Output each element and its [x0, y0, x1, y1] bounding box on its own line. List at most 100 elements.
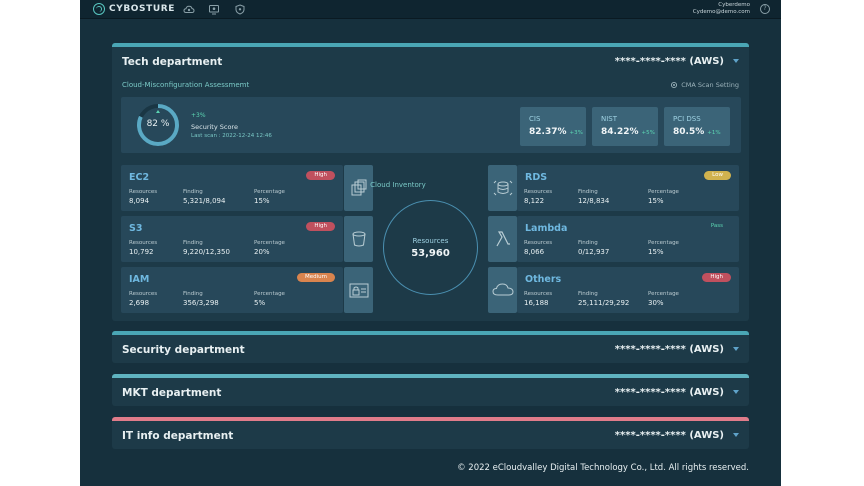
service-card-s3[interactable]: S3 High Resources Finding Percentage 10,… — [121, 216, 343, 262]
last-scan-time: Last scan : 2022-12-24 12:46 — [191, 133, 272, 139]
finding-value: 356/3,298 — [183, 299, 219, 307]
finding-label: Finding — [183, 291, 203, 297]
department-title: IT info department — [122, 430, 234, 442]
department-card-it-info: IT info department ****-****-**** (AWS) — [112, 417, 749, 449]
security-score-label: Security Score — [191, 123, 238, 131]
security-score-delta: +3% — [191, 112, 206, 119]
service-card-lambda[interactable]: Lambda Pass Resources Finding Percentage… — [517, 216, 739, 262]
security-score-value: 82 % — [146, 119, 170, 129]
resources-value: 10,792 — [129, 248, 154, 256]
percentage-value: 15% — [648, 197, 664, 205]
footer-copyright: © 2022 eCloudvalley Digital Technology C… — [457, 463, 749, 473]
resources-value: 16,188 — [524, 299, 549, 307]
department-card-mkt: MKT department ****-****-**** (AWS) — [112, 374, 749, 406]
security-score-panel: 82 % +3% Security Score Last scan : 2022… — [121, 97, 741, 153]
standard-name: NIST — [601, 115, 618, 123]
standard-value: 80.5% +1% — [673, 127, 721, 137]
bucket-icon — [344, 216, 373, 262]
user-email: Cydemo@demo.com — [692, 9, 750, 15]
chevron-down-icon[interactable] — [733, 59, 739, 63]
percentage-value: 15% — [648, 248, 664, 256]
department-accent-bar — [112, 43, 749, 47]
finding-value: 12/8,834 — [578, 197, 610, 205]
severity-badge: High — [702, 273, 731, 282]
id-lock-icon — [344, 267, 373, 313]
department-account: ****-****-**** (AWS) — [614, 430, 724, 441]
shield-icon[interactable] — [234, 4, 246, 15]
standard-delta: +1% — [707, 130, 721, 136]
percentage-label: Percentage — [648, 189, 679, 195]
department-title: MKT department — [122, 387, 222, 399]
cloud-icon — [488, 267, 517, 313]
user-info[interactable]: Cyberdemo Cydemo@demo.com — [693, 2, 750, 16]
resources-label: Resources — [524, 240, 553, 246]
resources-label: Resources — [129, 291, 158, 297]
standard-value: 82.37% +3% — [529, 127, 583, 137]
cloud-inventory-title: Cloud Inventory — [370, 181, 426, 189]
logo-icon — [93, 3, 105, 15]
service-name: EC2 — [129, 172, 150, 183]
service-name: S3 — [129, 223, 143, 234]
user-name: Cyberdemo — [718, 2, 750, 8]
department-account: ****-****-**** (AWS) — [614, 387, 724, 398]
cma-scan-setting-label: CMA Scan Setting — [681, 81, 739, 89]
standard-card-cis[interactable]: CIS 82.37% +3% — [520, 107, 586, 146]
department-accent-bar — [112, 331, 749, 335]
resources-value: 2,698 — [129, 299, 150, 307]
finding-value: 5,321/8,094 — [183, 197, 226, 205]
service-card-rds[interactable]: RDS Low Resources Finding Percentage 8,1… — [517, 165, 739, 211]
severity-badge: Medium — [297, 273, 335, 282]
percentage-value: 30% — [648, 299, 664, 307]
finding-label: Finding — [183, 240, 203, 246]
finding-value: 9,220/12,350 — [183, 248, 230, 256]
standard-card-nist[interactable]: NIST 84.22% +5% — [592, 107, 658, 146]
percentage-value: 5% — [254, 299, 266, 307]
brand-logo[interactable]: CYBOSTURE — [93, 3, 175, 15]
cma-scan-setting-link[interactable]: CMA Scan Setting — [670, 81, 739, 89]
resources-value: 8,094 — [129, 197, 150, 205]
chevron-down-icon[interactable] — [733, 347, 739, 351]
app-window: CYBOSTURE Cyberdemo Cydemo@demo.com ? Te… — [80, 0, 781, 486]
monitor-icon[interactable] — [208, 4, 220, 15]
database-icon — [488, 165, 517, 211]
help-icon[interactable]: ? — [760, 4, 770, 14]
standard-value: 84.22% +5% — [601, 127, 655, 137]
chevron-down-icon[interactable] — [733, 390, 739, 394]
department-header[interactable]: Security department ****-****-**** (AWS) — [112, 335, 749, 363]
finding-label: Finding — [578, 240, 598, 246]
percentage-value: 20% — [254, 248, 270, 256]
department-accent-bar — [112, 374, 749, 378]
top-bar: CYBOSTURE Cyberdemo Cydemo@demo.com ? — [80, 0, 781, 19]
gear-icon — [671, 81, 678, 89]
severity-badge: High — [306, 222, 335, 231]
department-header[interactable]: Tech department ****-****-**** (AWS) — [112, 47, 749, 75]
percentage-label: Percentage — [648, 291, 679, 297]
service-name: IAM — [129, 274, 150, 285]
service-name: RDS — [525, 172, 548, 183]
service-card-ec2[interactable]: EC2 High Resources Finding Percentage 8,… — [121, 165, 343, 211]
severity-badge: High — [306, 171, 335, 180]
brand-name: CYBOSTURE — [109, 4, 176, 14]
chevron-down-icon[interactable] — [733, 433, 739, 437]
cloud-icon[interactable] — [183, 4, 195, 15]
department-header[interactable]: MKT department ****-****-**** (AWS) — [112, 378, 749, 406]
service-card-iam[interactable]: IAM Medium Resources Finding Percentage … — [121, 267, 343, 313]
department-account: ****-****-**** (AWS) — [614, 344, 724, 355]
percentage-label: Percentage — [254, 240, 285, 246]
department-header[interactable]: IT info department ****-****-**** (AWS) — [112, 421, 749, 449]
severity-badge: Low — [704, 171, 731, 180]
cloud-inventory-circle — [383, 200, 478, 295]
inventory-resources-label: Resources — [412, 237, 449, 245]
finding-value: 25,111/29,292 — [578, 299, 630, 307]
percentage-label: Percentage — [648, 240, 679, 246]
resources-label: Resources — [129, 240, 158, 246]
resources-value: 8,066 — [524, 248, 545, 256]
department-title: Security department — [122, 344, 245, 356]
service-card-others[interactable]: Others High Resources Finding Percentage… — [517, 267, 739, 313]
standard-name: CIS — [529, 115, 541, 123]
standard-card-pci-dss[interactable]: PCI DSS 80.5% +1% — [664, 107, 730, 146]
pass-badge: Pass — [710, 223, 723, 229]
department-card-security: Security department ****-****-**** (AWS) — [112, 331, 749, 363]
lambda-icon — [488, 216, 517, 262]
finding-value: 0/12,937 — [578, 248, 610, 256]
